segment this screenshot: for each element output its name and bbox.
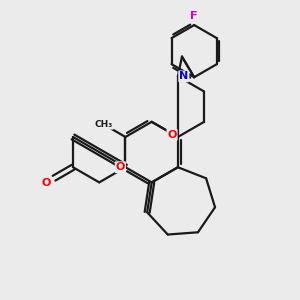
Text: O: O — [116, 162, 125, 172]
Text: N: N — [179, 71, 188, 81]
Text: O: O — [41, 178, 51, 188]
Text: CH₃: CH₃ — [95, 120, 113, 129]
Text: O: O — [167, 130, 177, 140]
Text: F: F — [190, 11, 198, 21]
